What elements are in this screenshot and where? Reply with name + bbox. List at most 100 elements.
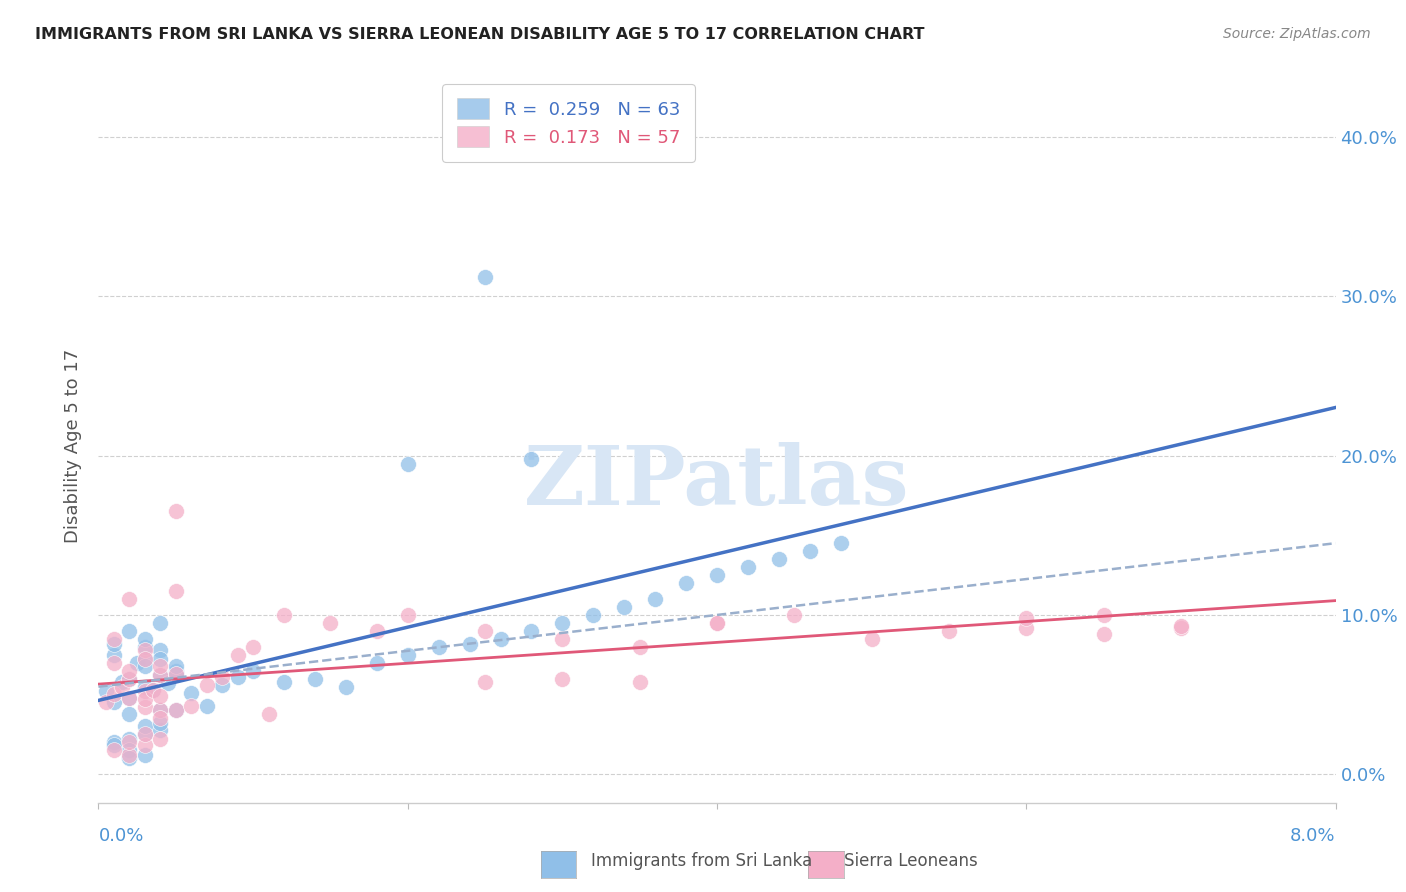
Point xyxy=(211,670,233,684)
Point xyxy=(134,700,156,714)
Point xyxy=(165,658,187,673)
Point xyxy=(366,656,388,670)
Point xyxy=(134,692,156,706)
Point xyxy=(830,536,852,550)
Point xyxy=(118,743,141,757)
Point xyxy=(165,504,187,518)
Point xyxy=(474,624,496,638)
Text: ZIPatlas: ZIPatlas xyxy=(524,442,910,522)
Point xyxy=(257,706,280,721)
Point xyxy=(396,607,419,622)
Point xyxy=(118,690,141,705)
Point xyxy=(103,735,125,749)
Y-axis label: Disability Age 5 to 17: Disability Age 5 to 17 xyxy=(65,349,83,543)
Point xyxy=(582,607,605,622)
Point xyxy=(142,682,165,697)
Text: IMMIGRANTS FROM SRI LANKA VS SIERRA LEONEAN DISABILITY AGE 5 TO 17 CORRELATION C: IMMIGRANTS FROM SRI LANKA VS SIERRA LEON… xyxy=(35,27,925,42)
Point xyxy=(118,735,141,749)
Point xyxy=(675,576,697,591)
Point xyxy=(180,686,202,700)
Point xyxy=(165,703,187,717)
Point xyxy=(165,703,187,717)
Point xyxy=(134,652,156,666)
Point xyxy=(149,711,172,725)
Point xyxy=(149,703,172,717)
Point xyxy=(551,632,574,646)
Point xyxy=(799,544,821,558)
Point xyxy=(1170,621,1192,635)
Point xyxy=(118,751,141,765)
Point xyxy=(211,678,233,692)
Point xyxy=(1092,627,1115,641)
Point xyxy=(165,664,187,678)
Point xyxy=(149,689,172,703)
Point xyxy=(118,672,141,686)
Point xyxy=(103,632,125,646)
Point xyxy=(149,643,172,657)
Point xyxy=(520,624,543,638)
Point xyxy=(706,568,728,582)
Point xyxy=(111,674,134,689)
Point xyxy=(103,688,125,702)
Point xyxy=(96,696,118,710)
Point xyxy=(1015,621,1038,635)
Point xyxy=(157,676,180,690)
Point xyxy=(134,652,156,666)
Point xyxy=(149,668,172,682)
Point xyxy=(396,648,419,662)
Point xyxy=(103,648,125,662)
Point xyxy=(111,680,134,694)
Point xyxy=(103,743,125,757)
Point xyxy=(118,591,141,606)
Point xyxy=(226,670,249,684)
Point xyxy=(768,552,790,566)
Point xyxy=(1015,611,1038,625)
Point xyxy=(165,666,187,681)
Point xyxy=(783,607,806,622)
Text: Source: ZipAtlas.com: Source: ZipAtlas.com xyxy=(1223,27,1371,41)
Point xyxy=(242,640,264,654)
Point xyxy=(319,615,342,630)
Point xyxy=(134,739,156,753)
Point xyxy=(165,666,187,681)
Point xyxy=(134,632,156,646)
Point xyxy=(165,583,187,598)
Point xyxy=(149,658,172,673)
Point xyxy=(134,719,156,733)
Point xyxy=(134,727,156,741)
Point xyxy=(427,640,450,654)
Point xyxy=(938,624,960,638)
Point xyxy=(180,698,202,713)
Point xyxy=(628,640,651,654)
Point xyxy=(242,664,264,678)
Point xyxy=(134,680,156,694)
Point xyxy=(134,640,156,654)
Point xyxy=(304,672,326,686)
Point xyxy=(103,696,125,710)
Point xyxy=(335,680,357,694)
Point xyxy=(273,674,295,689)
Point xyxy=(134,658,156,673)
Point xyxy=(273,607,295,622)
Point xyxy=(520,451,543,466)
Point xyxy=(489,632,512,646)
Point xyxy=(118,732,141,747)
Point xyxy=(474,270,496,285)
Point xyxy=(149,732,172,747)
Point xyxy=(396,457,419,471)
Point xyxy=(134,643,156,657)
Point xyxy=(149,652,172,666)
Point xyxy=(118,664,141,678)
Legend: R =  0.259   N = 63, R =  0.173   N = 57: R = 0.259 N = 63, R = 0.173 N = 57 xyxy=(443,84,695,161)
Point xyxy=(195,698,218,713)
Point xyxy=(103,656,125,670)
Text: 8.0%: 8.0% xyxy=(1291,827,1336,845)
Point xyxy=(706,615,728,630)
Point xyxy=(1092,607,1115,622)
Point xyxy=(1170,619,1192,633)
Point xyxy=(474,674,496,689)
Point xyxy=(134,727,156,741)
Point xyxy=(96,684,118,698)
Point xyxy=(860,632,883,646)
Point xyxy=(644,591,666,606)
